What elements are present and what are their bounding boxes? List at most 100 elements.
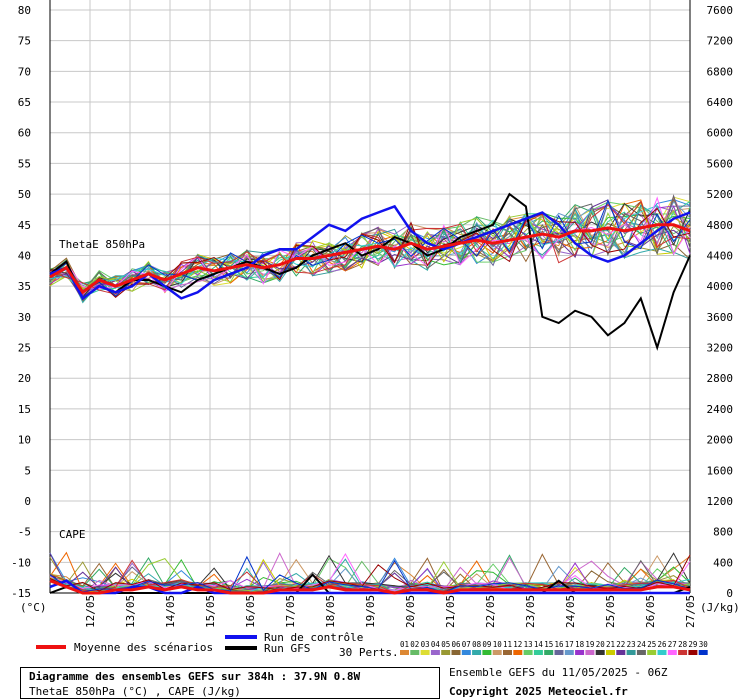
x-tick-label: 13/05 [124,595,137,628]
perturbation-swatch [400,650,409,655]
perturbation-theta-line [49,200,691,295]
perturbation-number: 10 [493,640,503,649]
perturbation-swatch [513,650,523,655]
perturbation-number: 04 [431,640,441,649]
run-info: Ensemble GEFS du 11/05/2025 - 06Z [449,666,668,679]
left-tick-label: 70 [18,65,31,78]
left-tick-label: 35 [18,280,31,293]
perturbation-number: 08 [472,640,482,649]
perturbation-swatch [585,650,595,655]
x-tick-label: 20/05 [404,595,417,628]
perturbation-swatch [420,650,430,655]
perturbation-swatch [606,650,615,655]
x-tick-label: 14/05 [164,595,177,628]
left-tick-label: 50 [18,188,31,201]
perturbation-number: 16 [555,640,565,649]
perturbation-swatch [636,650,646,655]
perturbation-swatch [503,650,512,655]
perturbation-swatch [410,650,420,655]
right-tick-label: 0 [726,587,733,600]
perturbation-cape-line [49,555,691,594]
perturbation-swatch [523,650,533,655]
x-tick-label: 12/05 [84,595,97,628]
right-tick-label: 6400 [707,96,734,109]
x-tick-label: 22/05 [484,595,497,628]
perturbation-swatch [461,650,471,655]
copyright: Copyright 2025 Meteociel.fr [449,685,628,698]
perturbation-number: 20 [596,640,606,649]
perturbation-number: 09 [482,640,491,649]
legend-label: Moyenne des scénarios [74,641,213,654]
perturbation-legend: 30 Perts. 01 02 03 04 05 06 07 08 09 10 11 12 13 14 15… [339,640,708,659]
perturbation-swatch [564,650,574,655]
perturbation-number: 22 [616,640,625,649]
left-tick-label: -10 [11,556,31,569]
perturbation-swatch [430,650,440,655]
perturbation-number: 28 [678,640,688,649]
perturbation-swatch [667,650,677,655]
x-tick-label: 17/05 [284,595,297,628]
left-tick-label: 75 [18,35,31,48]
x-tick-label: 18/05 [324,595,337,628]
left-tick-label: 30 [18,311,31,324]
left-tick-label: 10 [18,434,31,447]
perturbation-swatch [616,650,626,655]
perturbation-theta-line [49,199,691,297]
right-tick-label: 1600 [707,464,734,477]
x-tick-label: 27/05 [684,595,697,628]
right-tick-label: 800 [713,526,733,539]
perturbation-number: 05 [441,640,450,649]
perturbation-number: 02 [410,640,419,649]
right-tick-label: 400 [713,556,733,569]
perturbation-number: 27 [668,640,677,649]
left-tick-label: 0 [24,495,31,508]
perturbation-number: 13 [524,640,533,649]
right-tick-label: 6000 [707,127,734,140]
right-tick-label: 5200 [707,188,734,201]
perturbation-number: 21 [606,640,615,649]
x-tick-label: 26/05 [644,595,657,628]
perturbation-number: 23 [627,640,636,649]
perturbation-swatch [595,650,605,655]
series-theta-line [49,223,691,295]
perturbation-swatch [626,650,636,655]
chart-subtitle: ThetaE 850hPa (°C) , CAPE (J/kg) [29,685,241,698]
right-tick-label: 3200 [707,342,734,355]
left-tick-label: 45 [18,219,31,232]
perturbation-cape-line [49,554,691,592]
perturbation-swatch [544,650,554,655]
perturbation-swatch [492,650,502,655]
x-tick-label: 16/05 [244,595,257,628]
right-unit-label: (J/kg) [700,601,740,614]
left-tick-label: 5 [24,464,31,477]
perturbation-number: 11 [503,640,512,649]
left-tick-label: 60 [18,127,31,140]
left-tick-label: 20 [18,372,31,385]
perturbation-swatch [647,650,657,655]
perturbation-swatch [698,650,708,655]
perturbation-number: 01 [400,640,409,649]
perturbation-number: 18 [575,640,585,649]
perturbation-number: 30 [699,640,709,649]
perturbation-number: 19 [585,640,594,649]
info-box: Diagramme des ensembles GEFS sur 384h : … [20,667,440,699]
perturbation-swatch [678,650,688,655]
left-tick-label: 40 [18,249,31,262]
x-tick-label: 24/05 [564,595,577,628]
perturbation-swatch [472,650,482,655]
perturbations-label: 30 Perts. [339,646,399,659]
left-tick-label: 15 [18,403,31,416]
left-unit-label: (°C) [20,601,47,614]
series-theta-line [49,192,691,351]
x-tick-label: 23/05 [524,595,537,628]
perturbation-swatch [482,650,492,655]
perturbation-number: 17 [565,640,574,649]
x-tick-label: 21/05 [444,595,457,628]
perturbation-number: 12 [513,640,522,649]
perturbation-number: 29 [688,640,697,649]
right-tick-label: 1200 [707,495,734,508]
left-tick-label: 25 [18,342,31,355]
series-cape-line [49,579,691,595]
perturbation-swatch [554,650,564,655]
x-tick-label: 15/05 [204,595,217,628]
